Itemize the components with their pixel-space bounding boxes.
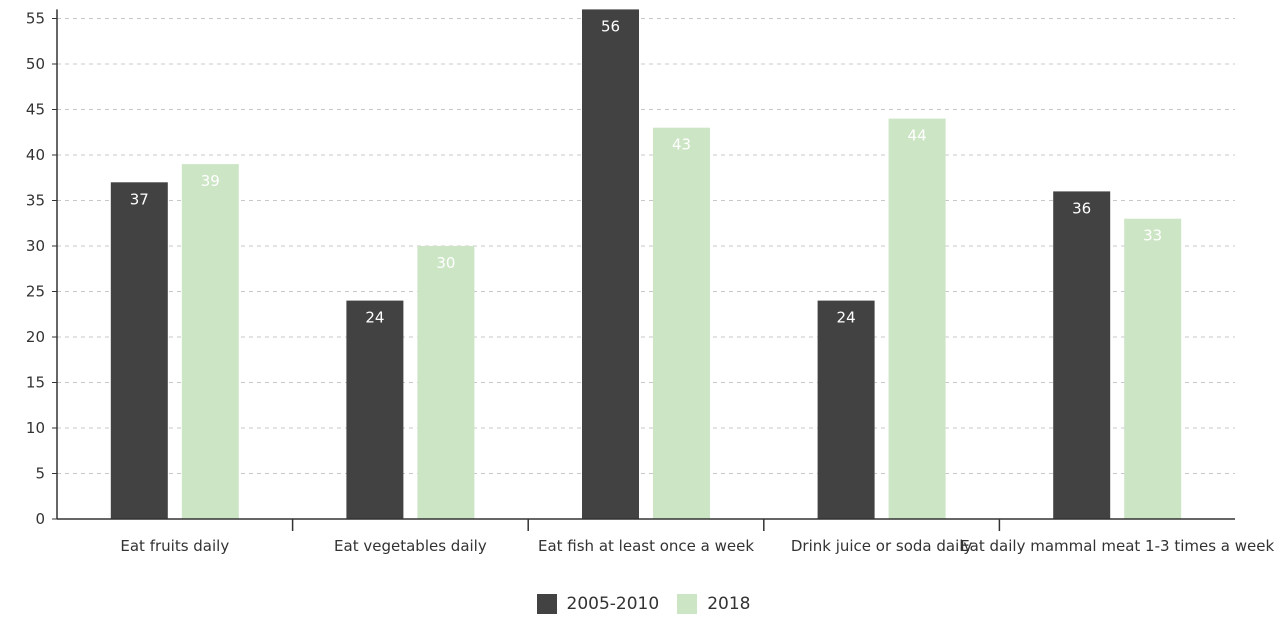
bar <box>110 182 168 520</box>
y-tick-label: 35 <box>26 192 45 210</box>
y-tick-label: 40 <box>26 146 45 164</box>
legend-label-series-2: 2018 <box>707 594 751 614</box>
bar-value-label: 36 <box>1072 199 1091 217</box>
bar-value-label: 24 <box>365 309 384 327</box>
legend-swatch-series-1 <box>536 594 557 614</box>
bar-value-label: 56 <box>601 17 620 35</box>
x-tick-label: Drink juice or soda daily <box>791 537 973 555</box>
x-tick-label: Eat vegetables daily <box>334 537 487 555</box>
bar-value-label: 39 <box>201 172 220 190</box>
y-tick-label: 10 <box>26 419 45 437</box>
bar-value-label: 44 <box>908 127 927 145</box>
bars <box>110 9 1182 520</box>
bar <box>417 246 475 519</box>
y-tick-label: 25 <box>26 283 45 301</box>
bar <box>653 127 710 519</box>
x-tick-label: Eat fruits daily <box>120 537 229 555</box>
bar <box>582 9 639 520</box>
y-tick-label: 30 <box>26 237 45 255</box>
y-tick-label: 20 <box>26 328 45 346</box>
legend-item-series-2[interactable]: 2018 <box>677 594 750 614</box>
bar-value-label: 43 <box>672 136 691 154</box>
bar-value-label: 33 <box>1143 227 1162 245</box>
bar-value-label: 37 <box>130 190 149 208</box>
bar-value-label: 30 <box>436 254 455 272</box>
y-tick-label: 5 <box>35 465 45 483</box>
bar-value-label: 24 <box>837 309 856 327</box>
y-tick-label: 55 <box>26 10 45 28</box>
bar <box>888 118 946 519</box>
bar <box>181 164 239 519</box>
legend: 2005-2010 2018 <box>0 592 1287 616</box>
y-tick-label: 50 <box>26 55 45 73</box>
legend-label-series-1: 2005-2010 <box>566 594 660 614</box>
legend-item-series-1[interactable]: 2005-2010 <box>536 594 660 614</box>
legend-swatch-series-2 <box>677 594 698 614</box>
bar <box>1124 218 1182 519</box>
y-tick-label: 15 <box>26 374 45 392</box>
x-tick-label: Eat fish at least once a week <box>538 537 754 555</box>
y-tick-label: 0 <box>35 510 45 528</box>
y-tick-label: 45 <box>26 101 45 119</box>
bar <box>1053 191 1111 519</box>
x-axis: Eat fruits daily Eat vegetables daily Eat … <box>57 518 1274 555</box>
bar <box>817 300 875 519</box>
x-tick-label: Eat daily mammal meat 1-3 times a week <box>960 537 1274 555</box>
data-labels: 37 39 24 30 56 43 24 44 36 33 <box>130 17 1162 326</box>
y-axis-ticks: 0 5 10 15 20 25 30 35 40 45 50 55 <box>26 10 57 528</box>
bar <box>346 300 404 519</box>
